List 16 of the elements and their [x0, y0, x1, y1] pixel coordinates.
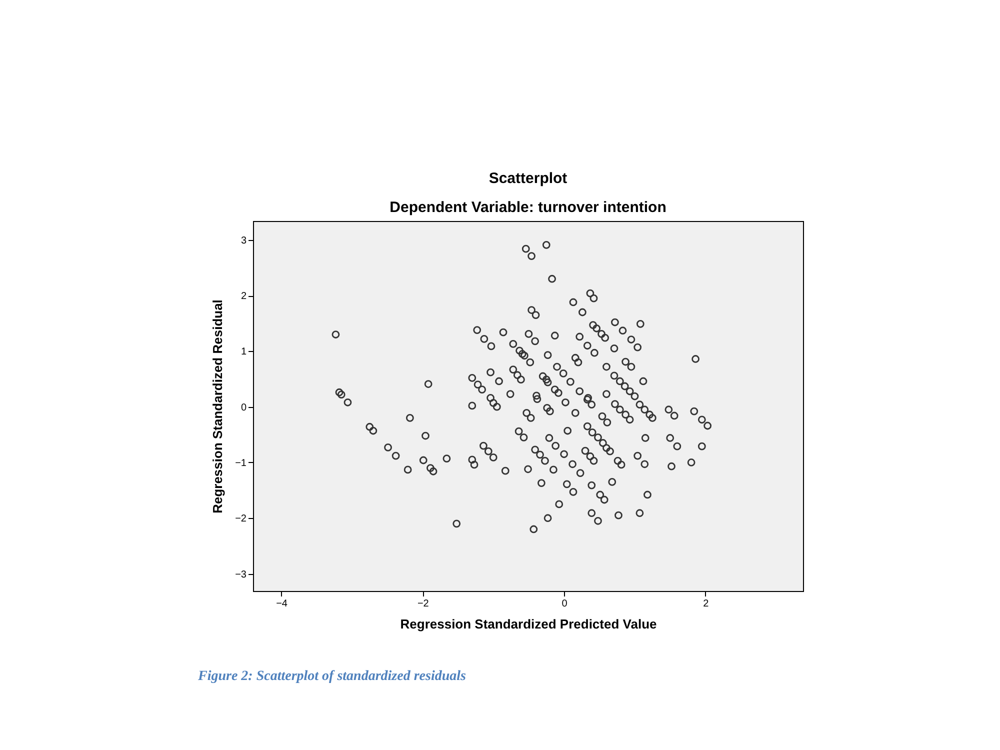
x-tick-label: 2	[703, 598, 710, 610]
x-axis-title: Regression Standardized Predicted Value	[400, 616, 657, 632]
y-tick-label: 3	[240, 235, 247, 246]
y-tick-label: −3	[235, 569, 247, 580]
y-axis-title: Regression Standardized Residual	[210, 300, 226, 514]
y-tick-label: −1	[235, 458, 247, 469]
y-tick-label: 1	[240, 346, 247, 358]
x-tick-label: −4	[276, 598, 288, 610]
y-tick-label: −2	[235, 514, 247, 525]
x-tick-label: −2	[417, 598, 430, 610]
y-tick-label: 0	[240, 402, 247, 414]
y-tick-label: 2	[240, 291, 247, 302]
caption: Figure 2: Scatterplot of standardized residuals	[197, 669, 467, 684]
chart-subtitle: Dependent Variable: turnover intention	[390, 199, 666, 216]
chart-title: Scatterplot	[488, 170, 568, 187]
x-tick-label: 0	[562, 598, 568, 610]
